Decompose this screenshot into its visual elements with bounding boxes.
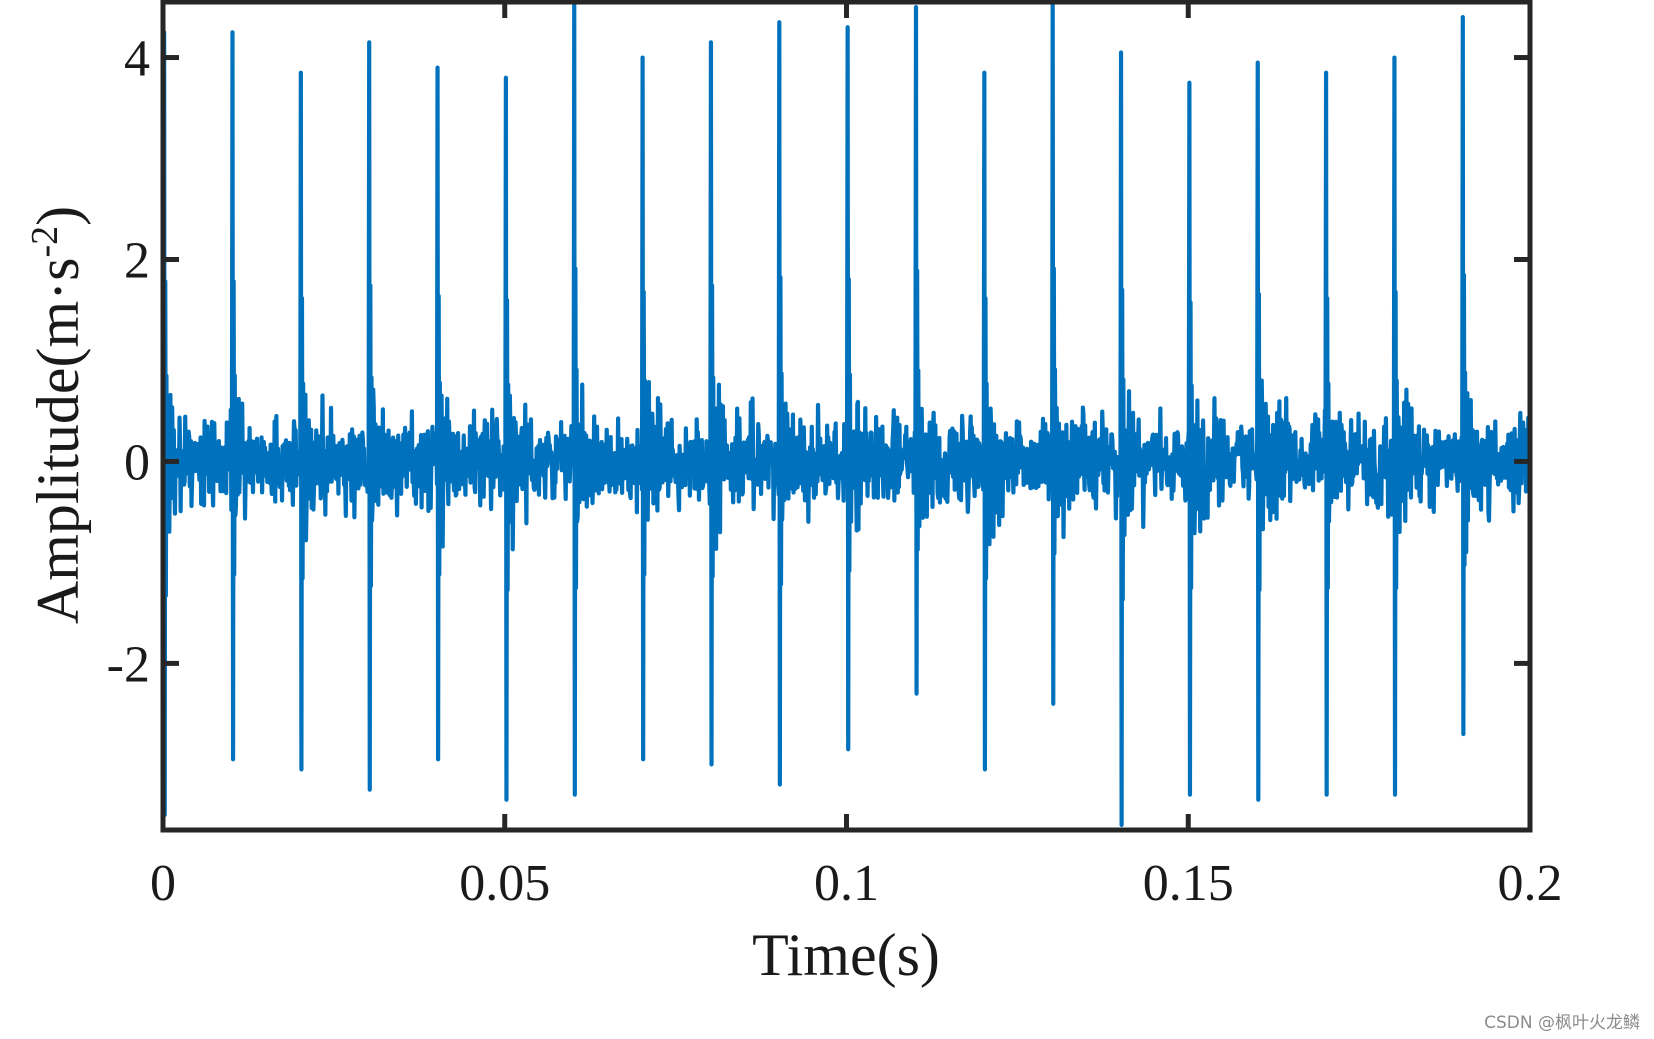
watermark: CSDN @枫叶火龙鳞 [1484, 1013, 1640, 1033]
y-axis-label: Amplitude(m·s-2) [24, 206, 91, 624]
y-tick-label: 4 [124, 31, 150, 88]
y-tick-label: -2 [107, 636, 150, 693]
y-tick-label: 2 [124, 232, 150, 289]
y-tick-label: 0 [124, 434, 150, 491]
x-tick-label: 0 [150, 855, 176, 912]
plot-area [163, 2, 1530, 828]
x-tick-label: 0.1 [814, 855, 879, 912]
x-axis-label: Time(s) [752, 922, 940, 988]
x-tick-label: 0.15 [1143, 855, 1234, 912]
axis-ticks: 0 0.05 0.1 0.15 0.2 -2 0 2 4 [107, 2, 1563, 912]
signal-line [163, 2, 1530, 828]
y-axis-label-superscript: -2 [24, 226, 66, 258]
y-axis-label-main: Amplitude(m·s [25, 258, 91, 625]
x-tick-label: 0.2 [1498, 855, 1563, 912]
x-tick-label: 0.05 [459, 855, 550, 912]
y-axis-label-close: ) [25, 206, 91, 226]
